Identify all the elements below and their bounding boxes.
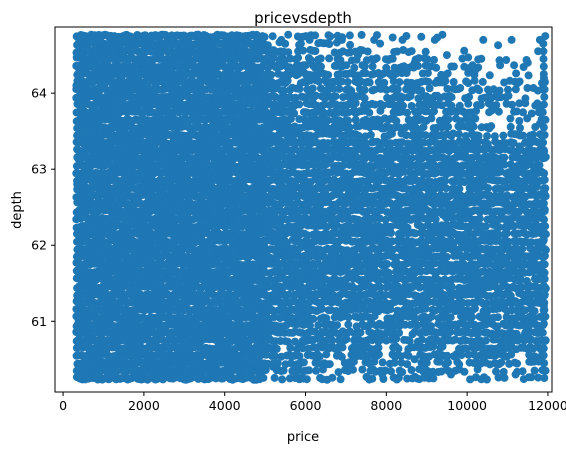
data-point bbox=[492, 367, 500, 376]
data-point bbox=[460, 367, 469, 376]
chart-title: pricevsdepth bbox=[254, 9, 352, 27]
data-point bbox=[305, 366, 313, 375]
data-point bbox=[394, 344, 403, 353]
data-point bbox=[328, 373, 337, 382]
data-point bbox=[283, 337, 292, 346]
data-point bbox=[259, 373, 268, 382]
data-point bbox=[398, 368, 407, 377]
data-point bbox=[481, 336, 490, 345]
data-point bbox=[337, 352, 346, 361]
data-point bbox=[333, 321, 342, 330]
data-point bbox=[405, 337, 414, 346]
data-point bbox=[278, 375, 287, 384]
data-point bbox=[455, 360, 464, 369]
data-point bbox=[302, 375, 311, 384]
data-point bbox=[358, 365, 367, 374]
data-point bbox=[513, 359, 522, 368]
data-point bbox=[338, 343, 347, 352]
data-point bbox=[387, 367, 395, 376]
data-point bbox=[312, 366, 320, 375]
data-point bbox=[344, 320, 353, 329]
data-point bbox=[272, 344, 281, 353]
data-point bbox=[295, 352, 304, 361]
data-point bbox=[336, 375, 345, 384]
data-point bbox=[530, 366, 539, 375]
data-point bbox=[482, 375, 491, 384]
data-point bbox=[395, 328, 404, 337]
data-point bbox=[325, 360, 334, 369]
data-point bbox=[270, 373, 279, 382]
data-point bbox=[368, 374, 377, 383]
data-point bbox=[499, 367, 508, 376]
data-point bbox=[540, 374, 549, 382]
data-point bbox=[260, 33, 269, 41]
data-point bbox=[512, 329, 521, 338]
data-points bbox=[72, 30, 550, 384]
data-point bbox=[403, 360, 412, 369]
data-point bbox=[518, 367, 527, 376]
data-point bbox=[291, 337, 299, 346]
data-point bbox=[427, 322, 435, 331]
data-point bbox=[378, 358, 387, 367]
